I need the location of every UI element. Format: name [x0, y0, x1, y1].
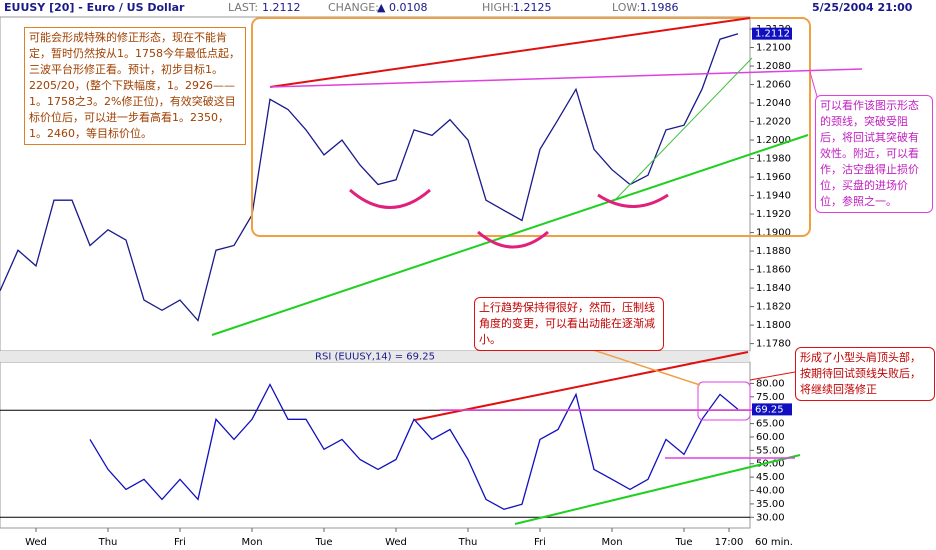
header-value: 1.1986: [640, 1, 679, 14]
x-tick-label: Thu: [98, 537, 118, 548]
x-tick-label: Fri: [534, 537, 546, 548]
y-tick-label: 1.2080: [756, 61, 791, 72]
header-title: EUUSY [20] - Euro / US Dollar: [4, 1, 185, 14]
y-tick-label: 1.1940: [756, 191, 791, 202]
y-tick-label: 1.1780: [756, 339, 791, 350]
y-tick-label: 60.00: [756, 432, 785, 443]
rsi-box: [697, 381, 751, 421]
series-line: [89, 383, 739, 510]
header-label: HIGH:: [482, 1, 515, 14]
inner-trend: [614, 57, 753, 201]
series-line: [0, 33, 739, 322]
annotation: 可以看作该图示形态的颈线，突破受阻后，将回试其突破有效性。附近，可以看作，沽空盘…: [815, 95, 933, 213]
arc: [349, 188, 431, 209]
pointer: [577, 344, 701, 386]
x-tick-label: Wed: [25, 537, 47, 548]
annotation: 可能会形成特殊的修正形态，现在不能肯定，暂时仍然按从1。1758今年最低点起，三…: [24, 27, 246, 145]
x-unit: 60 min.: [755, 537, 793, 548]
y-tick-label: 80.00: [756, 378, 785, 389]
neckline: [269, 68, 863, 88]
panel-title: RSI (EUUSY,14) = 69.25: [315, 352, 435, 363]
y-tick-label: 35.00: [756, 499, 785, 510]
y-tick-label: 75.00: [756, 392, 785, 403]
rsi-resistance: [414, 351, 749, 421]
y-tick-label: 1.1960: [756, 172, 791, 183]
resistance-line: [269, 17, 751, 88]
y-tick-label: 40.00: [756, 486, 785, 497]
header-value: 1.2125: [513, 1, 552, 14]
x-tick-label: Mon: [601, 537, 622, 548]
annotation: 上行趋势保持得很好，然而，压制线角度的变更，可以看出动能在逐渐减小。: [474, 297, 664, 351]
x-tick-label: Mon: [241, 537, 262, 548]
y-tick-label: 1.1820: [756, 302, 791, 313]
y-tick-label: 55.00: [756, 445, 785, 456]
annotation: 形成了小型头肩顶头部，按期待回试颈线失败后，将继续回落修正: [795, 347, 935, 401]
pointer: [749, 371, 796, 381]
y-tick-label: 50.00: [756, 459, 785, 470]
y-tick-label: 1.1800: [756, 320, 791, 331]
last-value-tag: [752, 403, 792, 416]
y-tick-label: 1.1860: [756, 265, 791, 276]
y-tick-label: 1.1980: [756, 154, 791, 165]
x-tick-label: Thu: [458, 537, 478, 548]
x-tick-label: Wed: [385, 537, 407, 548]
y-tick-label: 1.2060: [756, 80, 791, 91]
last-value-label: 69.25: [755, 404, 784, 415]
arc: [477, 230, 549, 249]
x-tick-label: Tue: [314, 537, 332, 548]
trend-lines: [211, 17, 863, 525]
y-tick-label: 1.1840: [756, 283, 791, 294]
x-tick-label: Tue: [674, 537, 692, 548]
header-label: CHANGE:: [328, 1, 379, 14]
arc: [597, 193, 669, 208]
support-line: [211, 134, 809, 336]
header-value: 1.2112: [262, 1, 301, 14]
header-value: ▲ 0.0108: [377, 1, 428, 14]
x-tick-label: 17:00: [715, 537, 744, 548]
last-value-label: 1.2112: [755, 29, 790, 40]
x-tick-label: Fri: [174, 537, 186, 548]
y-tick-label: 1.1880: [756, 246, 791, 257]
rsi-panel: [0, 361, 751, 529]
header-label: LOW:: [612, 1, 641, 14]
y-tick-label: 30.00: [756, 512, 785, 523]
y-tick-label: 1.2000: [756, 135, 791, 146]
y-tick-label: 1.2040: [756, 98, 791, 109]
header-label: LAST:: [228, 1, 259, 14]
y-tick-label: 45.00: [756, 472, 785, 483]
y-tick-label: 1.2100: [756, 43, 791, 54]
y-tick-label: 65.00: [756, 419, 785, 430]
y-tick-label: 1.2020: [756, 117, 791, 128]
pattern-box: [251, 17, 811, 237]
y-tick-label: 1.1920: [756, 209, 791, 220]
rsi-support: [514, 454, 801, 525]
header-date: 5/25/2004 21:00: [812, 1, 913, 14]
last-value-tag: [752, 27, 792, 40]
y-tick-label: 1.1900: [756, 228, 791, 239]
rsi-title-bar: [0, 351, 750, 362]
